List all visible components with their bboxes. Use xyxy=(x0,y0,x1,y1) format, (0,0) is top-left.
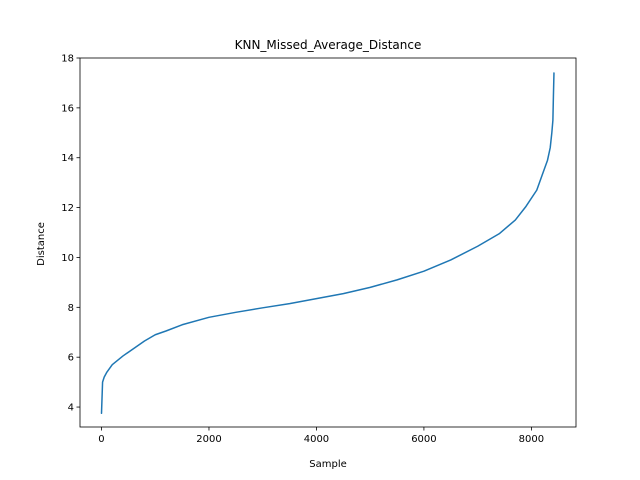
chart-title: KNN_Missed_Average_Distance xyxy=(235,38,422,52)
series-line-1 xyxy=(100,72,555,415)
x-tick-label-6000: 6000 xyxy=(411,434,436,445)
x-tick-label-4000: 4000 xyxy=(304,434,329,445)
y-tick-label-8: 8 xyxy=(68,303,74,314)
x-axis-label: Sample xyxy=(309,459,347,470)
y-tick-label-18: 18 xyxy=(61,54,74,65)
y-tick-label-10: 10 xyxy=(61,253,74,264)
x-tick-label-2000: 2000 xyxy=(196,434,221,445)
plot-area: 0 2000 4000 6000 8000 4 6 8 10 12 14 16 18 xyxy=(61,54,577,445)
y-tick-label-16: 16 xyxy=(61,103,74,114)
y-tick-label-6: 6 xyxy=(68,353,74,364)
x-tick-label-8000: 8000 xyxy=(519,434,544,445)
x-tick-label-0: 0 xyxy=(98,434,104,445)
y-axis-label: Distance xyxy=(36,222,47,266)
y-tick-label-14: 14 xyxy=(61,153,74,164)
plot-frame xyxy=(79,57,577,428)
y-tick-label-12: 12 xyxy=(61,203,74,214)
y-tick-label-4: 4 xyxy=(68,403,74,414)
